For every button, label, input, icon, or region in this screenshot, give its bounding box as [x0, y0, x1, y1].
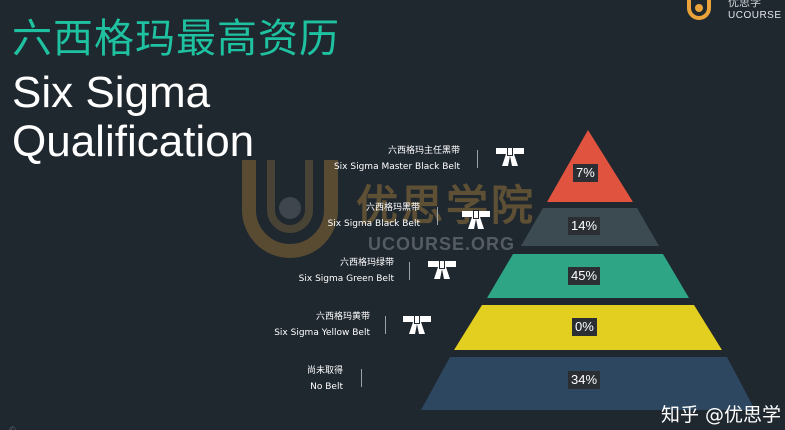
label-green-belt: 六西格玛绿带 Six Sigma Green Belt: [299, 255, 394, 287]
label-yellow-belt-cn: 六西格玛黄带: [315, 312, 370, 322]
belt-icon: [403, 315, 431, 334]
divider-line: [477, 150, 478, 168]
watermark-text-chinese: 优思学院: [356, 181, 537, 230]
label-yellow-belt-en: Six Sigma Yellow Belt: [274, 328, 370, 338]
percent-black-belt: 14%: [568, 217, 601, 235]
belt-icon: [428, 260, 456, 279]
belt-icon: [462, 210, 490, 229]
percent-green-belt: 45%: [568, 267, 601, 285]
label-green-belt-en: Six Sigma Green Belt: [298, 274, 394, 284]
divider-line: [361, 369, 362, 387]
label-black-belt: 六西格玛黑带 Six Sigma Black Belt: [328, 200, 420, 232]
label-green-belt-cn: 六西格玛绿带: [339, 258, 394, 268]
label-black-belt-en: Six Sigma Black Belt: [327, 219, 420, 229]
label-no-belt: 尚未取得 No Belt: [307, 363, 343, 395]
watermark-text-english: UCOURSE.ORG: [368, 234, 516, 254]
brand-logo-icon: [687, 0, 711, 20]
title-english: Six Sigma Qualification: [12, 68, 254, 166]
percent-no-belt: 34%: [568, 371, 601, 389]
percent-yellow-belt: 0%: [572, 318, 597, 336]
footer-attribution: 知乎 @优思学: [660, 404, 781, 426]
label-yellow-belt: 六西格玛黄带 Six Sigma Yellow Belt: [274, 309, 370, 341]
brand-name-chinese: 优思学: [728, 0, 761, 9]
footer-copyright: © ...: [8, 426, 28, 430]
label-master-black-belt: 六西格玛主任黑带 Six Sigma Master Black Belt: [334, 143, 460, 175]
brand-name-english: UCOURSE: [728, 10, 782, 21]
title-english-line1: Six Sigma: [12, 68, 211, 117]
belt-icon: [496, 147, 524, 166]
label-black-belt-cn: 六西格玛黑带: [365, 203, 420, 213]
label-no-belt-cn: 尚未取得: [306, 366, 343, 376]
label-master-black-belt-en: Six Sigma Master Black Belt: [333, 162, 460, 172]
brand: 优思学 UCOURSE: [686, 0, 781, 24]
label-master-black-belt-cn: 六西格玛主任黑带: [387, 146, 460, 156]
percent-master-black-belt: 7%: [573, 164, 598, 182]
divider-line: [437, 207, 438, 225]
title-english-line2: Qualification: [12, 117, 255, 166]
divider-line: [409, 262, 410, 280]
label-no-belt-en: No Belt: [310, 382, 343, 392]
divider-line: [385, 316, 386, 334]
watermark-logo-icon: [242, 160, 338, 258]
title-chinese: 六西格玛最高资历: [12, 16, 340, 62]
